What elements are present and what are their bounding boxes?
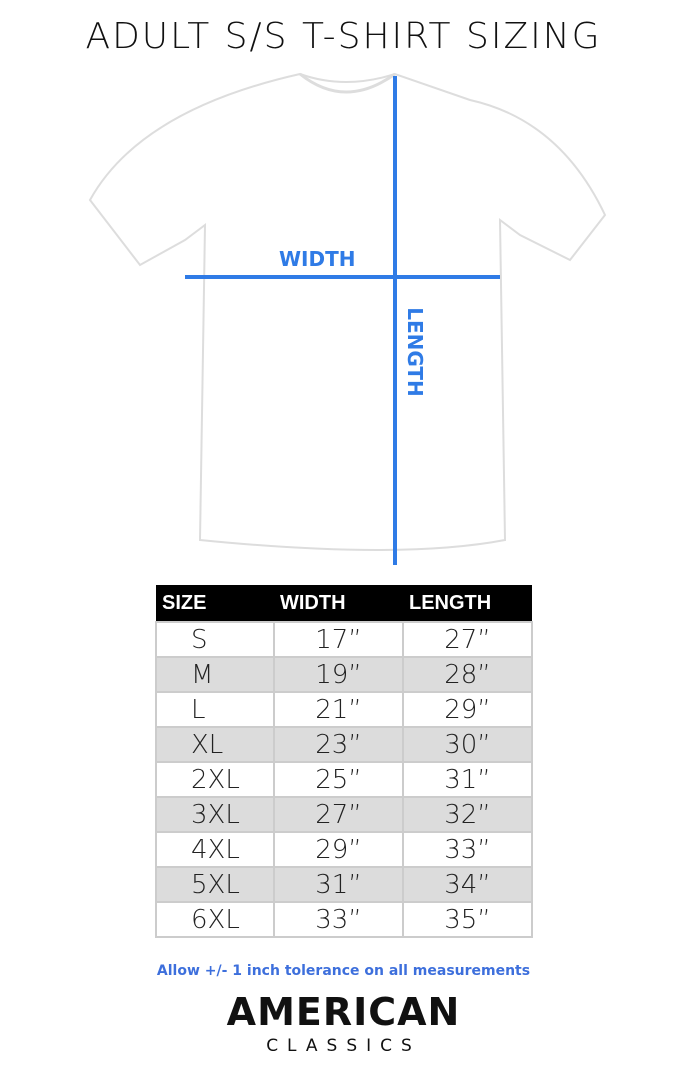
tshirt-collar xyxy=(299,72,396,94)
cell-size: S xyxy=(155,621,275,658)
cell-width: 25” xyxy=(273,761,404,798)
table-row: 2XL 25” 31” xyxy=(155,761,533,798)
header-size: SIZE xyxy=(156,585,274,622)
cell-size: 6XL xyxy=(155,901,275,938)
cell-size: 5XL xyxy=(155,866,275,903)
logo-american: AMERICAN xyxy=(226,990,461,1034)
cell-size: 4XL xyxy=(155,831,275,868)
length-label: LENGTH xyxy=(403,307,427,397)
cell-width: 27” xyxy=(273,796,404,833)
cell-length: 30” xyxy=(402,726,533,763)
cell-size: L xyxy=(155,691,275,728)
cell-width: 17” xyxy=(273,621,404,658)
cell-length: 33” xyxy=(402,831,533,868)
header-width: WIDTH xyxy=(274,585,403,622)
header-length: LENGTH xyxy=(403,585,532,622)
cell-length: 32” xyxy=(402,796,533,833)
cell-width: 23” xyxy=(273,726,404,763)
cell-length: 29” xyxy=(402,691,533,728)
tshirt-diagram xyxy=(88,72,607,565)
table-row: 4XL 29” 33” xyxy=(155,831,533,868)
cell-length: 31” xyxy=(402,761,533,798)
cell-size: M xyxy=(155,656,275,693)
table-row: S 17” 27” xyxy=(155,621,533,658)
cell-width: 29” xyxy=(273,831,404,868)
cell-length: 34” xyxy=(402,866,533,903)
cell-length: 35” xyxy=(402,901,533,938)
table-row: 6XL 33” 35” xyxy=(155,901,533,938)
cell-length: 28” xyxy=(402,656,533,693)
tshirt-shape xyxy=(88,72,607,551)
cell-size: XL xyxy=(155,726,275,763)
table-row: L 21” 29” xyxy=(155,691,533,728)
logo-classics: CLASSICS xyxy=(266,1036,421,1056)
table-row: M 19” 28” xyxy=(155,656,533,693)
table-row: 5XL 31” 34” xyxy=(155,866,533,903)
cell-width: 31” xyxy=(273,866,404,903)
table-row: 3XL 27” 32” xyxy=(155,796,533,833)
cell-size: 3XL xyxy=(155,796,275,833)
page-title: ADULT S/S T-SHIRT SIZING xyxy=(85,16,602,57)
tolerance-note: Allow +/- 1 inch tolerance on all measur… xyxy=(156,963,531,979)
cell-size: 2XL xyxy=(155,761,275,798)
table-row: XL 23” 30” xyxy=(155,726,533,763)
cell-width: 33” xyxy=(273,901,404,938)
cell-width: 21” xyxy=(273,691,404,728)
width-label: WIDTH xyxy=(279,247,356,271)
cell-length: 27” xyxy=(402,621,533,658)
size-table: SIZE WIDTH LENGTH S 17” 27” M 19” 28” L 21” 29” X… xyxy=(155,585,533,938)
cell-width: 19” xyxy=(273,656,404,693)
